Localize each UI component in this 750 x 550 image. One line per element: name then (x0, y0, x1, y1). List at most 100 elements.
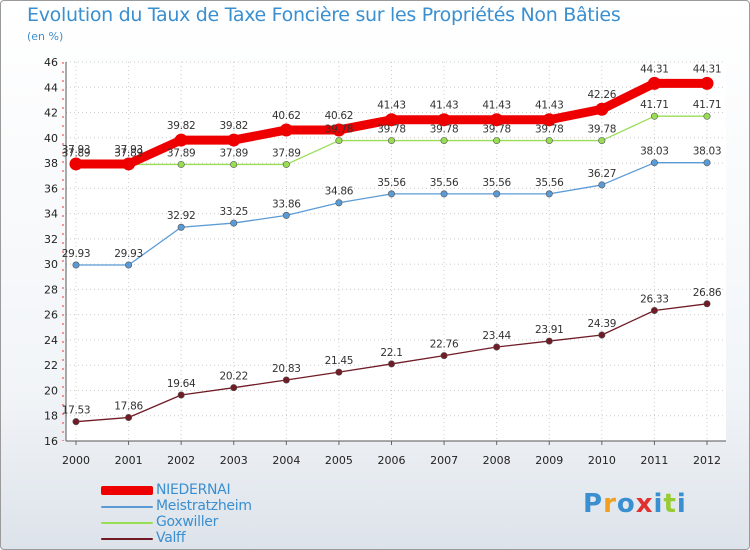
data-label-meistratzheim: 33.86 (272, 198, 301, 210)
x-tick-label: 2009 (535, 454, 563, 467)
data-point-meistratzheim (598, 181, 606, 189)
x-tick-label: 2010 (588, 454, 616, 467)
y-tick-label: 16 (44, 435, 58, 448)
data-label-valff: 19.64 (167, 378, 196, 390)
data-label-niedernai: 39.82 (219, 120, 248, 132)
data-point-goxwiller (545, 137, 553, 145)
data-label-meistratzheim: 35.56 (430, 177, 459, 189)
data-label-valff: 20.22 (219, 371, 248, 383)
plot-area (66, 62, 726, 441)
data-point-valff (72, 418, 80, 426)
data-point-goxwiller (598, 137, 606, 145)
data-label-goxwiller: 39.78 (588, 124, 617, 136)
data-point-niedernai (490, 113, 504, 127)
data-point-meistratzheim (72, 261, 80, 269)
data-point-goxwiller (650, 112, 658, 120)
data-point-goxwiller (440, 137, 448, 145)
data-label-meistratzheim: 33.25 (219, 206, 248, 218)
data-label-goxwiller: 41.71 (693, 99, 722, 111)
legend-swatch-meistratzheim (101, 506, 153, 508)
data-label-niedernai: 41.43 (482, 100, 511, 112)
data-label-niedernai: 40.62 (325, 110, 354, 122)
data-label-meistratzheim: 35.56 (535, 177, 564, 189)
chart-title: Evolution du Taux de Taxe Foncière sur l… (27, 4, 621, 26)
data-label-goxwiller: 37.89 (114, 147, 143, 159)
data-point-valff (493, 343, 501, 351)
data-point-niedernai (595, 102, 609, 116)
data-label-valff: 23.44 (482, 330, 511, 342)
data-point-meistratzheim (230, 219, 238, 227)
data-label-valff: 26.86 (693, 287, 722, 299)
data-point-goxwiller (282, 160, 290, 168)
data-point-niedernai (69, 157, 83, 171)
data-point-meistratzheim (177, 223, 185, 231)
data-point-meistratzheim (545, 190, 553, 198)
data-label-goxwiller: 41.71 (640, 99, 669, 111)
data-label-meistratzheim: 32.92 (167, 210, 196, 222)
y-tick-label: 36 (44, 182, 58, 195)
data-label-goxwiller: 37.89 (62, 147, 91, 159)
data-point-goxwiller (177, 160, 185, 168)
data-label-valff: 21.45 (325, 355, 354, 367)
x-tick-label: 2002 (167, 454, 195, 467)
data-label-valff: 17.53 (62, 405, 91, 417)
y-tick-label: 42 (44, 107, 58, 120)
data-label-goxwiller: 39.78 (430, 124, 459, 136)
data-point-goxwiller (230, 160, 238, 168)
y-tick-label: 30 (44, 258, 58, 271)
y-tick-label: 46 (44, 56, 58, 69)
data-label-meistratzheim: 35.56 (377, 177, 406, 189)
data-label-valff: 17.86 (114, 401, 143, 413)
x-tick-label: 2000 (62, 454, 90, 467)
data-label-niedernai: 41.43 (377, 100, 406, 112)
data-point-valff (387, 360, 395, 368)
data-label-goxwiller: 39.78 (535, 124, 564, 136)
data-point-niedernai (647, 76, 661, 90)
data-point-niedernai (437, 113, 451, 127)
x-tick-label: 2003 (220, 454, 248, 467)
data-label-niedernai: 39.82 (167, 120, 196, 132)
x-tick-label: 2001 (115, 454, 143, 467)
data-label-meistratzheim: 29.93 (62, 248, 91, 260)
data-point-valff (125, 414, 133, 422)
data-label-meistratzheim: 38.03 (693, 146, 722, 158)
data-point-meistratzheim (387, 190, 395, 198)
data-point-niedernai (385, 113, 398, 127)
data-point-meistratzheim (650, 159, 658, 167)
y-tick-label: 24 (44, 334, 58, 347)
data-point-niedernai (174, 133, 188, 147)
data-label-niedernai: 42.26 (588, 89, 617, 101)
logo-letter: x (635, 489, 654, 519)
data-point-meistratzheim (703, 159, 711, 167)
data-label-niedernai: 41.43 (430, 100, 459, 112)
data-point-goxwiller (335, 137, 343, 145)
legend-swatch-goxwiller (101, 522, 153, 524)
data-label-niedernai: 40.62 (272, 110, 301, 122)
data-point-valff (230, 384, 238, 392)
data-label-niedernai: 37.93 (114, 144, 143, 156)
data-label-niedernai: 37.93 (62, 144, 91, 156)
data-point-meistratzheim (493, 190, 501, 198)
y-tick-label: 28 (44, 283, 58, 296)
data-label-niedernai: 44.31 (693, 63, 722, 75)
data-point-valff (703, 300, 711, 308)
logo-letter: r (603, 489, 617, 519)
data-label-meistratzheim: 38.03 (640, 146, 669, 158)
logo-letter: o (616, 489, 636, 519)
data-label-meistratzheim: 34.86 (325, 186, 354, 198)
y-tick-label: 34 (44, 208, 58, 221)
y-tick-label: 44 (44, 81, 58, 94)
legend-swatch-valff (101, 538, 153, 540)
data-label-meistratzheim: 29.93 (114, 248, 143, 260)
legend-swatch-niedernai (101, 486, 153, 495)
y-tick-label: 38 (44, 157, 58, 170)
x-tick-label: 2012 (693, 454, 721, 467)
logo-letter: i (653, 489, 664, 519)
x-tick-label: 2007 (430, 454, 458, 467)
data-label-valff: 24.39 (588, 318, 617, 330)
data-label-goxwiller: 37.89 (167, 147, 196, 159)
y-tick-label: 22 (44, 359, 58, 372)
data-label-goxwiller: 37.89 (219, 147, 248, 159)
